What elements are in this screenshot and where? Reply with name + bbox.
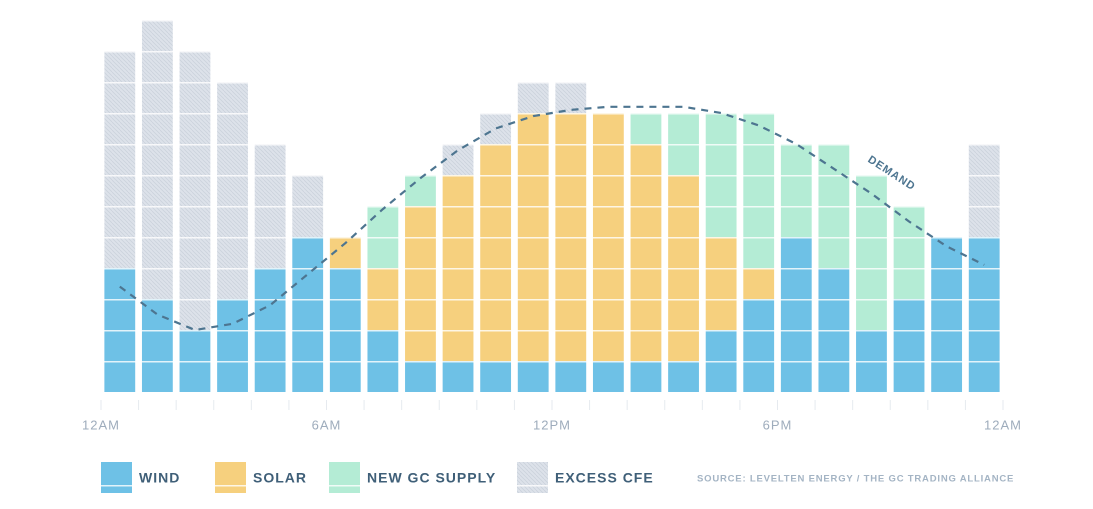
x-tick-label: 6PM (763, 417, 793, 432)
bar-segment (517, 361, 549, 392)
bar-segment (893, 299, 925, 392)
bar-segment (217, 82, 248, 299)
bar-segment (630, 113, 662, 144)
bar-segment (442, 175, 474, 361)
bar-segment (668, 113, 699, 175)
bar-segment (555, 82, 587, 113)
source: SOURCE: LEVELTEN ENERGY / THE GC TRADING… (697, 474, 1014, 485)
bar-segment (292, 237, 324, 392)
bar-segment (480, 144, 512, 361)
bar-segment (480, 113, 512, 144)
bar-segment (217, 299, 248, 392)
bar-segment (705, 113, 737, 237)
bar-segment (254, 144, 286, 268)
bar-segment (442, 144, 474, 175)
bar-segment (592, 361, 624, 392)
legend-label: SOLAR (253, 470, 307, 486)
bar-segment (818, 144, 850, 268)
bar-segment (743, 268, 775, 299)
bar-segment (292, 175, 324, 237)
bar-segment (743, 113, 775, 268)
legend-label: WIND (139, 470, 180, 486)
legend-swatch (101, 462, 132, 493)
bar-segment (555, 113, 587, 361)
bar-segment (329, 268, 361, 392)
bar-segment (517, 82, 549, 113)
bar-segment (743, 299, 775, 392)
x-tick-label: 12AM (984, 417, 1022, 432)
bar-segment (254, 268, 286, 392)
legend-label: EXCESS CFE (555, 470, 654, 486)
bar-segment (856, 330, 887, 392)
bar-segment (517, 113, 549, 361)
legend-label: NEW GC SUPPLY (367, 470, 496, 486)
bar-segment (931, 237, 963, 392)
bar-segment (968, 237, 1000, 392)
bar-segment (367, 330, 399, 392)
bar-segment (668, 361, 699, 392)
bar-segment (630, 144, 662, 361)
bar-segment (141, 299, 173, 392)
bar-segment (780, 237, 812, 392)
x-tick-label: 12PM (533, 417, 571, 432)
bar-segment (104, 51, 136, 268)
bar-segment (968, 144, 1000, 237)
bar-segment (367, 206, 399, 268)
x-tick-label: 12AM (82, 417, 120, 432)
bar-segment (179, 330, 211, 392)
bar-segment (705, 330, 737, 392)
demand-line (119, 105, 985, 332)
legend-swatch (329, 462, 360, 493)
bar-segment (780, 144, 812, 237)
bar-segment (668, 175, 699, 361)
bar-segment (442, 361, 474, 392)
bar-segment (856, 175, 887, 330)
bar-segment (705, 237, 737, 330)
bar-segment (179, 51, 211, 330)
bar-segment (367, 268, 399, 330)
bar-segment (630, 361, 662, 392)
bar-segment (141, 20, 173, 299)
bar-segment (592, 113, 624, 361)
bar-segment (555, 361, 587, 392)
bar-segment (405, 206, 436, 361)
legend-swatch (215, 462, 246, 493)
legend-swatch (517, 462, 548, 493)
bar-segment (405, 361, 436, 392)
bar-segment (405, 175, 436, 206)
bar-segment (818, 268, 850, 392)
bar-segment (104, 268, 136, 392)
bar-segment (480, 361, 512, 392)
bar-segment (893, 206, 925, 299)
x-tick-label: 6AM (312, 417, 342, 432)
